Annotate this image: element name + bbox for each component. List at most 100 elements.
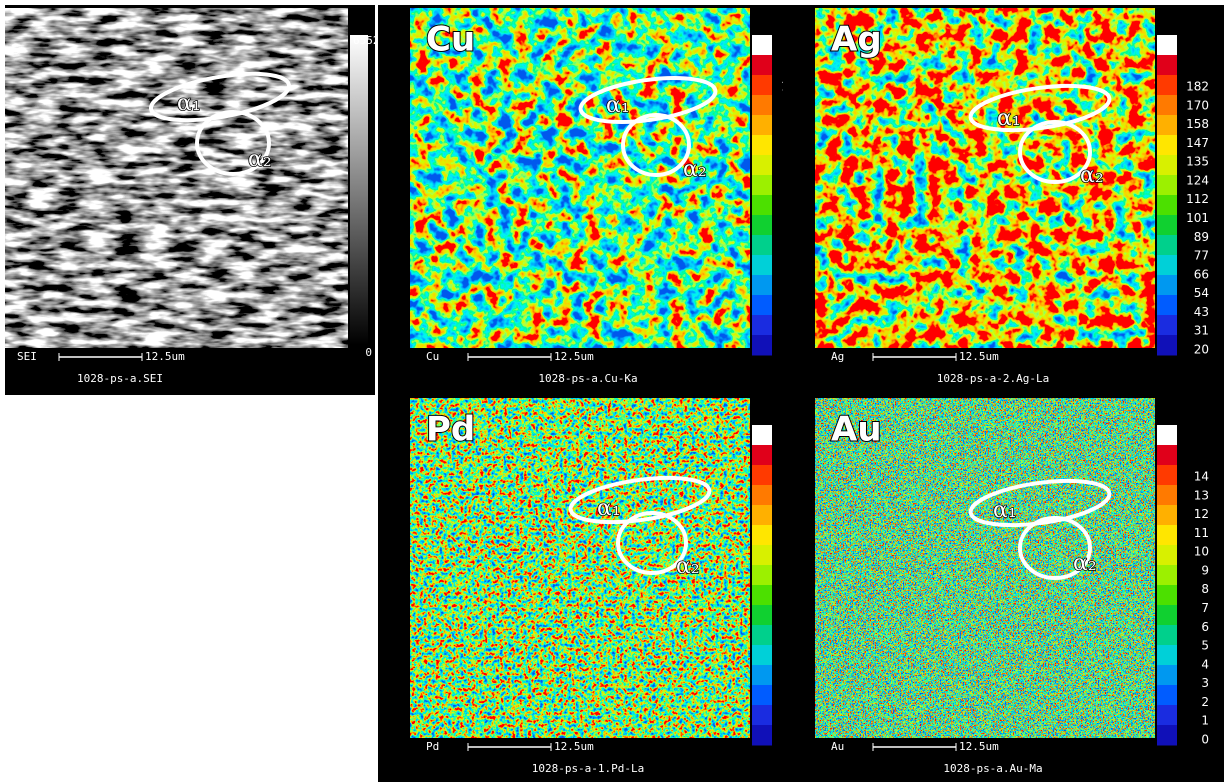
colorbar-segment [1157,115,1177,136]
colorbar-segment [1157,155,1177,176]
colorbar-label: 10 [1194,545,1209,559]
map-panel: Ag18217015814713512411210189776654433120… [783,5,1224,395]
colorbar-segment [1157,665,1177,686]
colorbar-segment [1157,335,1177,356]
colorbar-segment [1157,175,1177,196]
colorbar-segment [1157,235,1177,256]
colorbar-segment [752,95,772,116]
colorbar-segment [1157,215,1177,236]
colorbar-segment [1157,645,1177,666]
scale-value: 12.5um [145,350,185,363]
colorbar-label: 6 [1201,620,1209,634]
colorbar-label: 9 [1201,563,1209,577]
colorbar-segment [752,215,772,236]
colorbar-segment [752,135,772,156]
colorbar-label: 4 [1201,657,1209,671]
scale-value: 12.5um [554,350,594,363]
map-panel: Cu105989184777063564942352821147α₁α₂Cu12… [378,5,804,395]
colorbar-segment [752,465,772,486]
map-panel: Au14131211109876543210α₁α₂Au12.5um1028-p… [783,395,1224,782]
colorbar-segment [752,315,772,336]
region-label: α₂ [676,554,700,579]
colorbar-segment [752,605,772,626]
colorbar-segment [1157,315,1177,336]
colorbar-label: 3 [1201,676,1209,690]
colorbar-segment [752,175,772,196]
colorbar-segment [752,545,772,566]
colorbar-segment [1157,585,1177,606]
colorbar-segment [752,645,772,666]
colorbar-segment [752,115,772,136]
colorbar-label: 66 [1194,267,1209,281]
caption: 1028-ps-a.Au-Ma [943,762,1042,775]
colorbar-label: 11 [1194,526,1209,540]
colorbar-segment [752,235,772,256]
colorbar-segment [752,485,772,506]
region-label: α₁ [177,91,201,116]
colorbar-segment [752,625,772,646]
scale-label: Pd [426,740,439,753]
colorbar-segment [752,75,772,96]
colorbar-label: 7 [1201,601,1209,615]
scale-label: SEI [17,350,37,363]
colorbar-segment [752,155,772,176]
caption: 1028-ps-a.SEI [77,372,163,385]
colorbar-segment [1157,275,1177,296]
colorbar-segment [752,425,772,446]
page: {"panels": [ {"colorbar_labels": [65520,… [0,0,1224,782]
colorbar-segment [1157,505,1177,526]
colorbar-segment [1157,485,1177,506]
colorbar-segment [1157,445,1177,466]
region-label: α₂ [1080,163,1104,188]
colorbar-label: 147 [1186,136,1209,150]
colorbar-label: 77 [1194,249,1209,263]
colorbar-label: 101 [1186,211,1209,225]
scale-label: Cu [426,350,439,363]
caption: 1028-ps-a-2.Ag-La [937,372,1050,385]
colorbar-label: 112 [1186,192,1209,206]
colorbar-segment [1157,625,1177,646]
colorbar-label: 2 [1201,695,1209,709]
map-panel: 655200α₁α₂SEI12.5um1028-ps-a.SEI [5,5,386,395]
colorbar-segment [752,725,772,746]
colorbar-segment [752,565,772,586]
colorbar-label: 124 [1186,173,1209,187]
colorbar-segment [1157,525,1177,546]
colorbar-label: 5 [1201,639,1209,653]
colorbar-segment [752,255,772,276]
colorbar-label: 182 [1186,80,1209,94]
element-label: Ag [831,20,882,60]
colorbar-label: 1 [1201,714,1209,728]
element-label: Cu [426,20,475,60]
colorbar-segment [1157,705,1177,726]
colorbar-segment [752,295,772,316]
colorbar-segment [1157,605,1177,626]
sei-image [5,8,348,348]
colorbar-segment [752,55,772,76]
colorbar-segment [1157,565,1177,586]
colorbar-segment [752,705,772,726]
scale-value: 12.5um [554,740,594,753]
colorbar-segment [752,505,772,526]
colorbar-segment [1157,545,1177,566]
colorbar-segment [1157,255,1177,276]
colorbar-segment [1157,725,1177,746]
colorbar-segment [752,35,772,56]
caption: 1028-ps-a-1.Pd-La [532,762,645,775]
region-label: α₂ [248,147,272,172]
region-label: α₂ [683,157,707,182]
element-label: Pd [426,410,475,450]
colorbar-label: 89 [1194,230,1209,244]
colorbar-segment [1157,95,1177,116]
scale-value: 12.5um [959,740,999,753]
colorbar-label: 135 [1186,155,1209,169]
region-label: α₂ [1073,551,1097,576]
colorbar-label: 0 [365,346,372,359]
colorbar-label: 170 [1186,98,1209,112]
region-label: α₁ [993,498,1017,523]
colorbar-label: 158 [1186,117,1209,131]
region-label: α₁ [597,496,621,521]
colorbar-segment [1157,135,1177,156]
colorbar-label: 20 [1194,343,1209,357]
colorbar-segment [1157,195,1177,216]
